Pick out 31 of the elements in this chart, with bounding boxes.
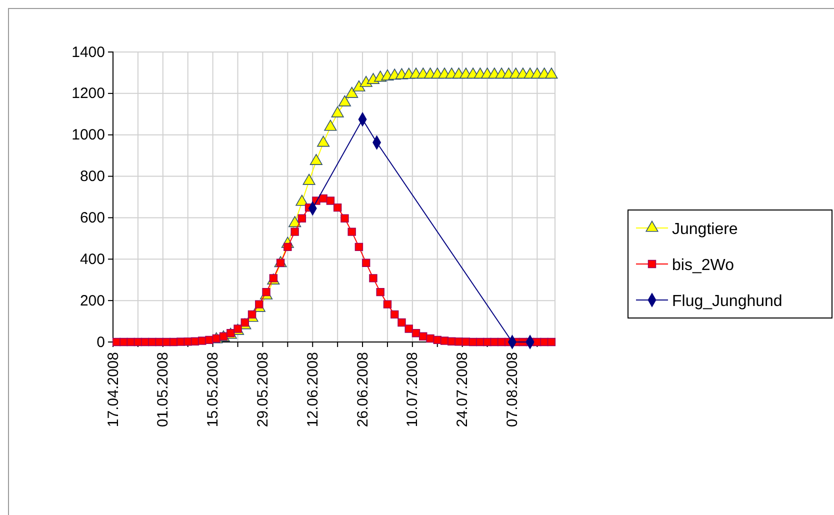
x-tick-label: 17.04.2008 — [104, 352, 122, 428]
y-tick-label: 0 — [96, 334, 105, 351]
legend-label: bis_2Wo — [672, 257, 734, 274]
point — [310, 154, 322, 165]
point — [338, 95, 351, 106]
x-tick-label: 12.06.2008 — [304, 352, 322, 428]
x-tick-label: 15.05.2008 — [204, 352, 222, 428]
y-tick-label: 200 — [80, 292, 105, 310]
point — [324, 120, 337, 131]
point — [302, 174, 316, 185]
x-tick-label: 26.06.2008 — [354, 352, 372, 428]
x-tick-label: 24.07.2008 — [454, 352, 472, 428]
y-tick-label: 1400 — [72, 44, 105, 61]
x-tick-label: 10.07.2008 — [404, 352, 422, 428]
y-tick-label: 400 — [80, 250, 105, 268]
legend-label: Jungtiere — [672, 221, 738, 238]
y-tick-label: 800 — [80, 168, 105, 186]
y-tick-label: 1000 — [72, 126, 105, 144]
point — [331, 106, 344, 118]
point — [317, 136, 330, 147]
point — [296, 194, 308, 206]
x-tick-label: 29.05.2008 — [254, 352, 272, 428]
x-tick-label: 01.05.2008 — [154, 352, 172, 428]
point — [288, 216, 302, 228]
point — [545, 68, 558, 79]
x-tick-label: 07.08.2008 — [504, 352, 522, 428]
point — [346, 86, 358, 98]
point — [352, 80, 366, 92]
y-tick-label: 1200 — [72, 85, 105, 102]
y-tick-label: 600 — [80, 210, 105, 227]
legend-label: Flug_Junghund — [672, 293, 782, 310]
